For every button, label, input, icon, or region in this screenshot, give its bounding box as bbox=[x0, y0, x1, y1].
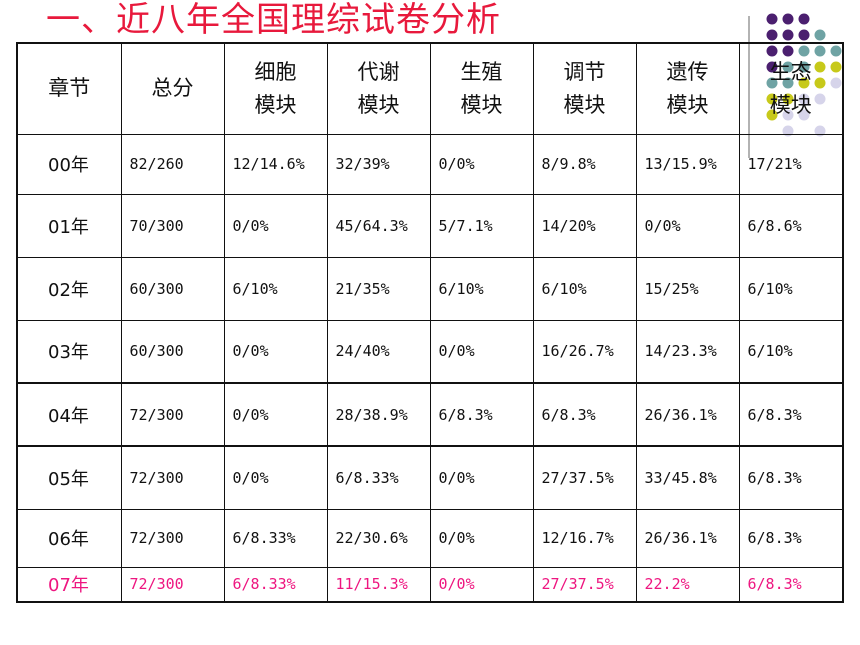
table-row: 04年 72/300 0/0% 28/38.9% 6/8.3% 6/8.3% 2… bbox=[16, 382, 844, 447]
header-metabolism-module: 代谢 模块 bbox=[326, 42, 431, 135]
table-row: 03年 60/300 0/0% 24/40% 0/0% 16/26.7% 14/… bbox=[16, 319, 844, 384]
table-row-highlighted: 07年 72/300 6/8.33% 11/15.3% 0/0% 27/37.5… bbox=[16, 566, 844, 603]
table-row: 01年 70/300 0/0% 45/64.3% 5/7.1% 14/20% 0… bbox=[16, 193, 844, 258]
header-regulation-module: 调节 模块 bbox=[532, 42, 637, 135]
header-total: 总分 bbox=[120, 42, 225, 135]
exam-analysis-table: 章节 总分 细胞 模块 代谢 模块 生殖 模块 调节 模块 遗传 模块 生态 模块 00年 … bbox=[16, 42, 844, 603]
header-genetics-module: 遗传 模块 bbox=[635, 42, 740, 135]
header-reproduction-module: 生殖 模块 bbox=[429, 42, 534, 135]
page-title: 一、近八年全国理综试卷分析 bbox=[46, 0, 501, 40]
header-chapter: 章节 bbox=[16, 42, 122, 135]
table-row: 02年 60/300 6/10% 21/35% 6/10% 6/10% 15/2… bbox=[16, 256, 844, 321]
table-row: 05年 72/300 0/0% 6/8.33% 0/0% 27/37.5% 33… bbox=[16, 445, 844, 510]
header-cell-module: 细胞 模块 bbox=[223, 42, 328, 135]
table-header-row: 章节 总分 细胞 模块 代谢 模块 生殖 模块 调节 模块 遗传 模块 生态 模块 bbox=[16, 42, 844, 135]
table-row: 06年 72/300 6/8.33% 22/30.6% 0/0% 12/16.7… bbox=[16, 508, 844, 568]
header-ecology-module: 生态 模块 bbox=[738, 42, 844, 135]
table-row: 00年 82/260 12/14.6% 32/39% 0/0% 8/9.8% 1… bbox=[16, 133, 844, 195]
